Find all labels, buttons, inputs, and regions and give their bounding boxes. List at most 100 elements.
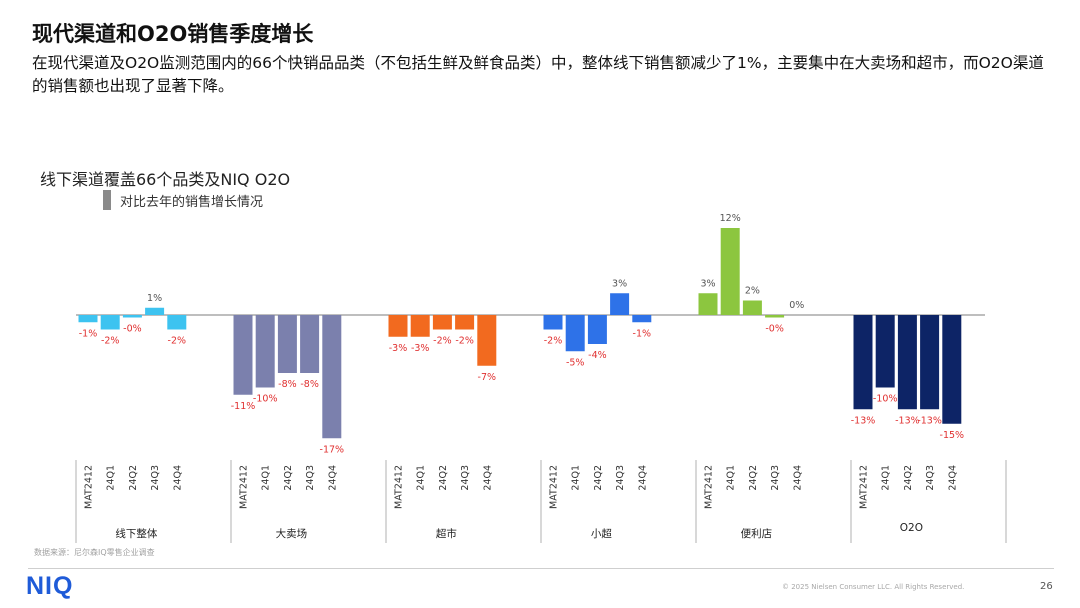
bar <box>145 307 165 315</box>
period-tick-label: MAT2412 <box>549 465 560 509</box>
period-tick-label: 24Q3 <box>305 465 316 491</box>
data-label: -4% <box>588 350 607 361</box>
data-label: -1% <box>79 328 98 339</box>
bar <box>942 315 962 424</box>
bar <box>78 315 98 323</box>
period-tick-label: 24Q2 <box>748 465 759 491</box>
data-label: -10% <box>253 394 278 405</box>
period-tick-label: 24Q3 <box>770 465 781 491</box>
data-label: -15% <box>940 430 965 441</box>
bar <box>167 315 187 330</box>
bar <box>455 315 475 330</box>
data-label: -2% <box>433 336 452 347</box>
data-label: -11% <box>231 401 256 412</box>
page-number: 26 <box>1040 581 1053 592</box>
data-label: -0% <box>123 324 142 335</box>
data-label: -3% <box>411 343 430 354</box>
period-tick-label: MAT2412 <box>84 465 95 509</box>
data-label: -2% <box>455 336 474 347</box>
bar <box>432 315 452 330</box>
bar <box>742 300 762 315</box>
bar <box>388 315 408 337</box>
data-label: -10% <box>873 394 898 405</box>
group-label: 小超 <box>591 527 612 540</box>
legend-label: 对比去年的销售增长情况 <box>120 194 264 210</box>
group-label: 大卖场 <box>276 527 308 540</box>
page-title: 现代渠道和O2O销售季度增长 <box>32 22 314 46</box>
bar <box>322 315 342 439</box>
data-label: -17% <box>320 444 345 455</box>
chart-title: 线下渠道覆盖66个品类及NIQ O2O <box>40 170 291 189</box>
bar <box>543 315 563 330</box>
period-tick-label: 24Q4 <box>327 465 338 491</box>
bar <box>565 315 585 352</box>
bar <box>410 315 430 337</box>
period-tick-label: 24Q1 <box>261 465 272 491</box>
bar <box>698 293 718 315</box>
data-label: -2% <box>544 336 563 347</box>
period-tick-label: 24Q4 <box>792 465 803 491</box>
bar <box>632 315 652 323</box>
bar <box>765 315 785 318</box>
bar <box>122 315 142 318</box>
group-label: 线下整体 <box>115 527 157 540</box>
period-tick-label: 24Q2 <box>903 465 914 491</box>
data-label: 3% <box>700 278 715 289</box>
data-label: -2% <box>168 336 187 347</box>
data-label: -8% <box>300 379 319 390</box>
copyright-text: © 2025 Nielsen Consumer LLC. All Rights … <box>782 583 965 591</box>
bar <box>720 228 740 315</box>
period-tick-label: 24Q4 <box>947 465 958 491</box>
data-label: 0% <box>789 300 804 311</box>
data-label: -13% <box>895 415 920 426</box>
period-tick-label: MAT2412 <box>239 465 250 509</box>
data-label: -2% <box>101 336 120 347</box>
data-label: 2% <box>745 286 760 297</box>
data-label: -13% <box>917 415 942 426</box>
data-source-note: 数据来源：尼尔森IQ零售企业调查 <box>34 548 155 557</box>
data-label: 1% <box>147 293 162 304</box>
data-label: -3% <box>389 343 408 354</box>
period-tick-label: 24Q3 <box>615 465 626 491</box>
data-label: -1% <box>633 328 652 339</box>
period-tick-label: 24Q2 <box>128 465 139 491</box>
group-label: 便利店 <box>741 527 773 540</box>
period-tick-label: 24Q1 <box>726 465 737 491</box>
period-tick-label: 24Q2 <box>438 465 449 491</box>
period-tick-label: 24Q4 <box>637 465 648 491</box>
period-tick-label: 24Q4 <box>172 465 183 491</box>
chart-legend: 对比去年的销售增长情况 <box>103 190 263 210</box>
period-tick-label: 24Q3 <box>460 465 471 491</box>
bar <box>300 315 320 373</box>
data-label: 3% <box>612 278 627 289</box>
period-tick-label: 24Q1 <box>106 465 117 491</box>
bar <box>920 315 940 410</box>
bar <box>233 315 253 395</box>
data-label: -13% <box>851 415 876 426</box>
group-label: O2O <box>900 522 923 534</box>
period-tick-label: MAT2412 <box>704 465 715 509</box>
data-label: -8% <box>278 379 297 390</box>
bar <box>255 315 275 388</box>
bar <box>853 315 873 410</box>
period-tick-label: 24Q1 <box>416 465 427 491</box>
page-subtitle: 在现代渠道及O2O监测范围内的66个快销品品类（不包括生鲜及鲜食品类）中，整体线… <box>32 54 1044 95</box>
bar <box>875 315 895 388</box>
period-tick-label: MAT2412 <box>859 465 870 509</box>
niq-logo: NIQ <box>26 572 74 600</box>
period-tick-label: 24Q1 <box>571 465 582 491</box>
period-tick-label: 24Q4 <box>482 465 493 491</box>
period-tick-label: 24Q1 <box>881 465 892 491</box>
data-label: -7% <box>478 372 497 383</box>
period-tick-label: MAT2412 <box>394 465 405 509</box>
data-label: -5% <box>566 357 585 368</box>
period-tick-label: 24Q2 <box>283 465 294 491</box>
bar <box>610 293 630 315</box>
bar <box>477 315 497 366</box>
group-label: 超市 <box>436 527 457 540</box>
period-tick-label: 24Q2 <box>593 465 604 491</box>
period-tick-label: 24Q3 <box>150 465 161 491</box>
bar <box>277 315 297 373</box>
legend-swatch <box>103 190 111 210</box>
